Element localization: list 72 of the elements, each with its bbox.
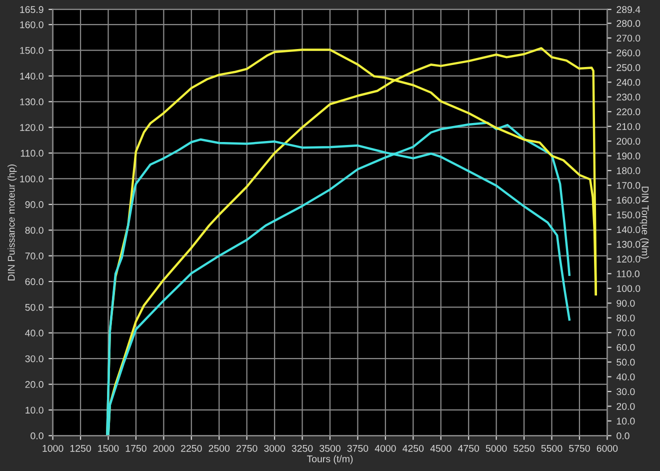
x-tick-label: 5750 xyxy=(569,444,590,452)
x-tick-label: 3000 xyxy=(264,444,285,452)
x-tick-label: 3750 xyxy=(347,444,368,452)
x-axis-title: Tours (t/m) xyxy=(306,455,353,464)
x-tick-label: 4500 xyxy=(430,444,452,452)
y2-tick-label: 130.0 xyxy=(616,240,640,248)
x-tick-label: 2750 xyxy=(236,444,258,452)
y-tick-label: 110.0 xyxy=(20,150,44,157)
y-tick-label: 20.0 xyxy=(25,381,44,388)
x-tick-label: 3250 xyxy=(292,444,313,452)
y-tick-label: 0.0 xyxy=(30,432,44,440)
y2-tick-label: 150.0 xyxy=(616,211,640,218)
x-tick-label: 4000 xyxy=(374,444,396,452)
y2-tick-label: 30.0 xyxy=(616,388,635,396)
y2-tick-label: 0.0 xyxy=(616,432,630,440)
y2-tick-label: 240.0 xyxy=(616,78,640,86)
y2-tick-label: 230.0 xyxy=(616,94,640,101)
y-tick-label: 140.0 xyxy=(20,72,44,80)
y2-tick-label: 160.0 xyxy=(616,196,640,204)
y2-tick-label: 90.0 xyxy=(616,300,635,307)
y-tick-label: 50.0 xyxy=(25,304,44,311)
y2-tick-label: 100.0 xyxy=(616,285,640,292)
y-tick-label: 160.0 xyxy=(20,21,44,28)
y2-tick-label: 70.0 xyxy=(616,329,635,336)
y2-tick-label: 80.0 xyxy=(616,314,635,322)
x-tick-label: 4750 xyxy=(458,444,480,452)
y-tick-label: 10.0 xyxy=(26,406,44,414)
x-tick-label: 6000 xyxy=(596,444,618,452)
y-tick-label: 130.0 xyxy=(20,98,44,106)
y2-tick-label: 190.0 xyxy=(616,152,640,160)
y2-tick-label: 200.0 xyxy=(616,138,640,145)
y-tick-label: 120.0 xyxy=(20,124,44,131)
y2-tick-label: 10.0 xyxy=(616,418,635,425)
y-tick-label: 165.9 xyxy=(20,6,44,14)
y-tick-label: 70.0 xyxy=(25,252,44,260)
x-tick-label: 4250 xyxy=(402,444,424,452)
y-tick-label: 30.0 xyxy=(25,355,44,362)
y2-tick-label: 280.0 xyxy=(616,20,640,27)
y2-tick-label: 270.0 xyxy=(616,34,640,42)
x-tick-label: 2500 xyxy=(208,444,230,452)
x-tick-label: 1750 xyxy=(126,444,146,452)
y2-tick-label: 120.0 xyxy=(616,256,640,263)
x-tick-label: 1500 xyxy=(98,444,119,452)
y2-tick-label: 250.0 xyxy=(616,64,640,72)
x-tick-label: 5500 xyxy=(541,444,562,452)
x-tick-label: 3500 xyxy=(320,444,340,452)
y2-axis-title: DIN Torque (Nm) xyxy=(640,186,649,259)
x-tick-label: 1000 xyxy=(42,444,64,452)
y-tick-label: 100.0 xyxy=(20,175,44,182)
y2-tick-label: 260.0 xyxy=(616,49,640,56)
y2-tick-label: 180.0 xyxy=(616,167,640,174)
y2-tick-label: 20.0 xyxy=(616,402,635,410)
y2-tick-label: 50.0 xyxy=(616,358,635,366)
y2-tick-label: 140.0 xyxy=(616,226,640,234)
x-tick-label: 1250 xyxy=(70,444,91,452)
x-tick-label: 2000 xyxy=(153,444,174,452)
y2-tick-label: 289.4 xyxy=(616,6,640,14)
x-tick-label: 5000 xyxy=(486,444,507,452)
y-tick-label: 90.0 xyxy=(25,201,44,208)
y-tick-label: 150.0 xyxy=(20,47,44,54)
x-tick-label: 2250 xyxy=(181,444,202,452)
y2-tick-label: 110.0 xyxy=(616,270,640,278)
y-axis-title: DIN Puissance moteur (hp) xyxy=(8,164,17,280)
y2-tick-label: 170.0 xyxy=(616,182,640,189)
y2-tick-label: 220.0 xyxy=(616,108,640,116)
x-tick-label: 5250 xyxy=(514,444,534,452)
y-tick-label: 60.0 xyxy=(25,278,44,286)
y-tick-label: 40.0 xyxy=(25,330,44,337)
y2-tick-label: 40.0 xyxy=(616,373,635,380)
y2-tick-label: 210.0 xyxy=(616,123,640,130)
y-tick-label: 80.0 xyxy=(25,226,44,234)
y2-tick-label: 60.0 xyxy=(616,344,635,351)
